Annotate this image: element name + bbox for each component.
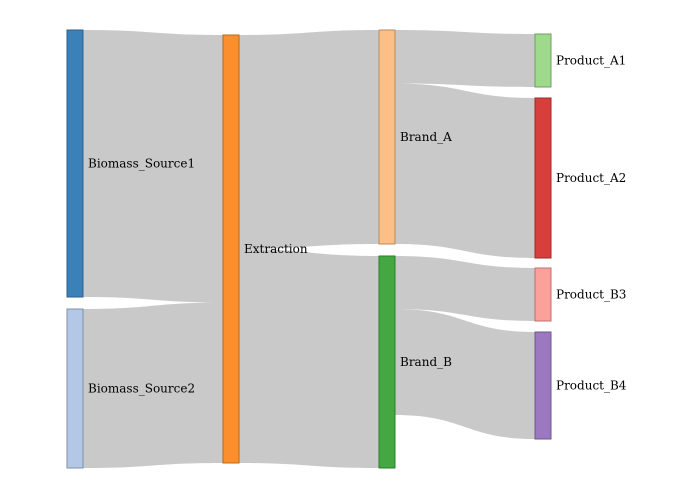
- node-pa2: [534, 97, 552, 259]
- node-ext: [222, 34, 240, 464]
- node-label-bb: Brand_B: [400, 355, 452, 369]
- node-pb3: [534, 267, 552, 322]
- node-label-bs2: Biomass_Source2: [88, 382, 195, 396]
- node-pa1: [534, 33, 552, 88]
- node-bs2: [66, 308, 84, 469]
- node-label-pb3: Product_B3: [556, 288, 626, 302]
- labels-layer: Biomass_Source1 Biomass_Source2 Extraction…: [88, 54, 627, 396]
- node-label-ext: Extraction: [244, 242, 308, 256]
- node-pb4: [534, 331, 552, 440]
- link-ext-to-ba: [239, 30, 379, 249]
- link-ext-to-bb: [239, 249, 379, 468]
- node-label-ba: Brand_A: [400, 130, 452, 144]
- link-ba-to-pa2: [395, 83, 535, 258]
- link-bs1-to-ext: [83, 30, 223, 303]
- node-label-pb4: Product_B4: [556, 379, 627, 393]
- node-label-bs1: Biomass_Source1: [88, 157, 195, 171]
- link-ba-to-pa1: [395, 30, 535, 87]
- node-label-pa2: Product_A2: [556, 171, 626, 185]
- link-bs2-to-ext: [83, 302, 223, 468]
- nodes-layer: [66, 29, 552, 469]
- link-bb-to-pb4: [395, 309, 535, 439]
- node-bs1: [66, 29, 84, 298]
- node-label-pa1: Product_A1: [556, 54, 626, 68]
- node-bb: [378, 255, 396, 469]
- link-bb-to-pb3: [395, 256, 535, 321]
- links-layer: [83, 30, 535, 468]
- node-ba: [378, 29, 396, 245]
